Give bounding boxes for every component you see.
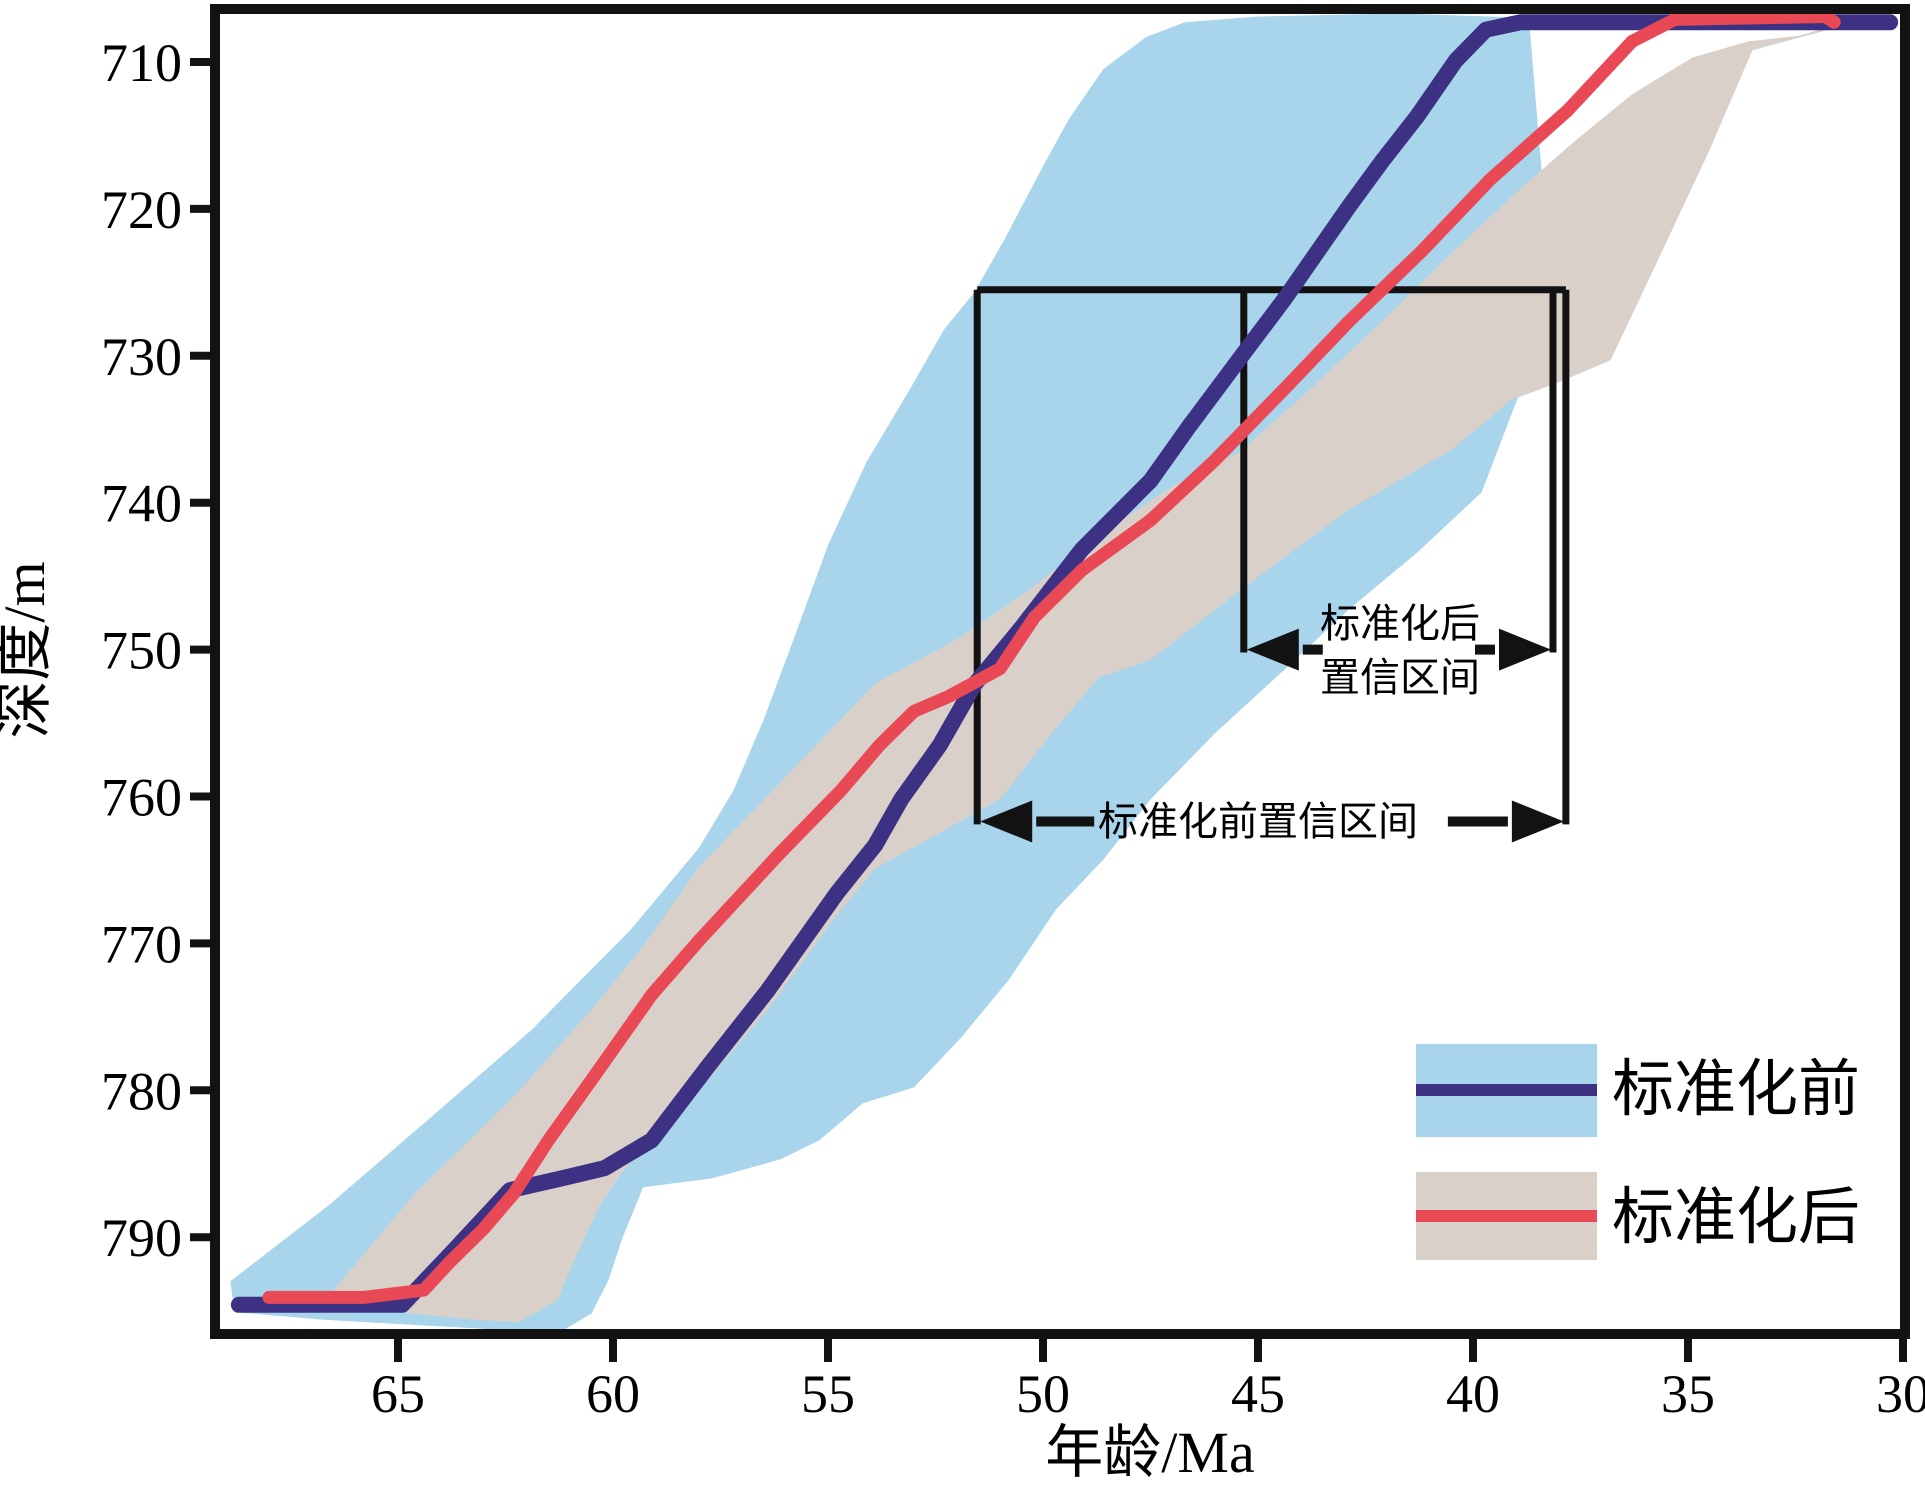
x-tick-label: 60 <box>586 1364 640 1424</box>
标准化前-confidence-band <box>230 13 1555 1332</box>
model-curves <box>230 10 1899 1313</box>
y-tick-label: 720 <box>101 180 182 240</box>
y-tick-label: 710 <box>101 33 182 93</box>
confidence-bands <box>230 13 1835 1332</box>
plot-frame <box>210 4 1910 1339</box>
标准化后-confidence-band <box>333 25 1835 1323</box>
y-tick-label: 740 <box>101 474 182 534</box>
legend-label-after: 标准化后 <box>1612 1184 1860 1252</box>
after-ci-left-arrow-head <box>1246 628 1299 671</box>
x-tick-label: 45 <box>1231 1364 1285 1424</box>
x-tick-label: 55 <box>801 1364 855 1424</box>
annotation-after-ci-label-line2: 置信区间 <box>1320 655 1480 700</box>
y-tick-label: 790 <box>101 1208 182 1268</box>
y-tick-label: 780 <box>101 1061 182 1121</box>
y-tick-label: 750 <box>101 621 182 681</box>
after-ci-right-arrow-head <box>1498 628 1551 671</box>
x-axis-label: 年龄/Ma <box>1045 1420 1254 1485</box>
legend-label-before: 标准化前 <box>1612 1056 1860 1124</box>
x-tick-label: 50 <box>1016 1364 1070 1424</box>
标准化后-curve <box>262 10 1841 1304</box>
annotation-after-ci-label-line1: 标准化后 <box>1320 601 1480 646</box>
y-tick-label: 770 <box>101 914 182 974</box>
legend <box>1416 1044 1597 1260</box>
y-tick-label: 760 <box>101 768 182 828</box>
annotation-before-ci-label: 标准化前置信区间 <box>1098 799 1418 844</box>
x-tick-label: 65 <box>371 1364 425 1424</box>
y-tick-label: 730 <box>101 327 182 387</box>
x-tick-label: 40 <box>1446 1364 1500 1424</box>
y-axis-label: 深度/m <box>0 561 57 738</box>
before-ci-right-arrow-head <box>1511 800 1564 843</box>
x-tick-label: 35 <box>1661 1364 1715 1424</box>
before-ci-left-arrow-head <box>980 800 1033 843</box>
x-tick-label: 30 <box>1876 1364 1925 1424</box>
axes-frame: 65 60 55 50 45 40 35 30 710 720 730 740 750 760 770 780… <box>101 4 1925 1424</box>
